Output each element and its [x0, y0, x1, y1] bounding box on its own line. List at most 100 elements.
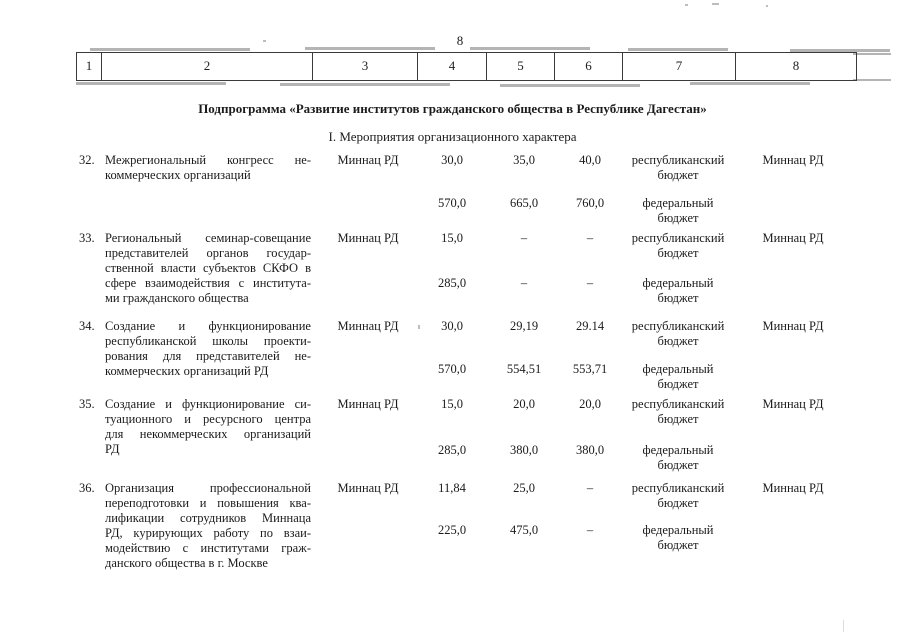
subprogram-title: Подпрограмма «Развитие институтов гражда… — [198, 101, 707, 116]
responsible-ministry: Миннац РД — [762, 231, 824, 245]
executor: Миннац РД — [337, 481, 399, 495]
column-number-cell: 5 — [486, 52, 555, 81]
executor: Миннац РД — [337, 319, 399, 333]
executor: Миннац РД — [337, 397, 399, 411]
column-number-cell: 7 — [622, 52, 736, 81]
measure-name-line: модействию с институтами граж- — [105, 541, 311, 555]
column-number-cell: 4 — [417, 52, 487, 81]
amount-col6: 380,0 — [575, 443, 605, 457]
measure-name-line: коммерческих организаций РД — [105, 364, 269, 378]
column-number-cell: 3 — [312, 52, 418, 81]
amount-col5: – — [520, 276, 528, 290]
amount-col4: 11,84 — [438, 481, 466, 495]
executor: Миннац РД — [337, 153, 399, 167]
measure-name-line: лификации сотрудников Миннаца — [105, 511, 311, 525]
amount-col5: 554,51 — [506, 362, 542, 376]
measure-name-line: Организация профессиональной — [105, 481, 311, 495]
funding-source: федеральный бюджет — [642, 443, 714, 472]
scan-artifact — [685, 4, 688, 6]
column-number-cell: 1 — [76, 52, 102, 81]
funding-source: федеральный бюджет — [642, 196, 714, 225]
amount-col6: – — [586, 276, 594, 290]
measure-name-line: Создание и функционирование — [105, 319, 311, 333]
amount-col6: 20,0 — [579, 397, 601, 411]
amount-col5: 29,19 — [509, 319, 539, 333]
measure-name-line: рования для представителей не- — [105, 349, 311, 363]
scan-artifact — [712, 3, 719, 5]
scan-artifact — [90, 48, 250, 51]
measure-name-line: Региональный семинар-совещание — [105, 231, 311, 245]
amount-col4: 30,0 — [441, 319, 463, 333]
row-number: 34. — [79, 319, 95, 333]
executor: Миннац РД — [337, 231, 399, 245]
scan-artifact — [76, 82, 226, 85]
measure-name-line: коммерческих организаций — [105, 168, 251, 182]
column-number-cell: 6 — [554, 52, 623, 81]
amount-col5: 475,0 — [509, 523, 539, 537]
amount-col5: – — [520, 231, 528, 245]
funding-source: республиканский бюджет — [631, 231, 725, 260]
amount-col4: 285,0 — [437, 276, 467, 290]
measure-name-line: Межрегиональный конгресс не- — [105, 153, 311, 167]
measure-name-line: для некоммерческих организаций — [105, 427, 311, 441]
section-heading: I. Мероприятия организационного характер… — [328, 129, 577, 144]
scan-artifact — [280, 83, 450, 86]
row-number: 35. — [79, 397, 95, 411]
responsible-ministry: Миннац РД — [762, 319, 824, 333]
funding-source: федеральный бюджет — [642, 276, 714, 305]
measure-name: Региональный семинар-совещание представи… — [105, 231, 311, 306]
amount-col5: 35,0 — [513, 153, 535, 167]
measure-name-line: ми гражданского общества — [105, 291, 249, 305]
funding-source: республиканский бюджет — [631, 319, 725, 348]
scan-artifact — [628, 48, 728, 51]
amount-col4: 570,0 — [437, 196, 467, 210]
amount-col4: 15,0 — [441, 397, 463, 411]
measure-name-line: данского общества в г. Москве — [105, 556, 268, 570]
measure-name: Организация профессиональной переподгото… — [105, 481, 311, 571]
scan-artifact — [690, 82, 810, 85]
measure-name-line: туационного и ресурсного центра — [105, 412, 311, 426]
scan-artifact — [470, 47, 590, 50]
column-number-cell: 8 — [735, 52, 857, 81]
measure-name-line: РД — [105, 442, 120, 456]
amount-col6: – — [586, 481, 594, 495]
amount-col5: 380,0 — [509, 443, 539, 457]
measure-name-line: ственной власти субъектов СКФО в — [105, 261, 311, 275]
funding-source: республиканский бюджет — [631, 481, 725, 510]
row-number: 33. — [79, 231, 95, 245]
responsible-ministry: Миннац РД — [762, 397, 824, 411]
scan-artifact — [853, 53, 891, 55]
amount-col4: 30,0 — [441, 153, 463, 167]
amount-col6: – — [586, 231, 594, 245]
amount-col5: 25,0 — [513, 481, 535, 495]
scan-artifact — [766, 5, 768, 7]
measure-name-line: РД, курирующих работу по взаи- — [105, 526, 311, 540]
funding-source: республиканский бюджет — [631, 153, 725, 182]
amount-col4: 15,0 — [441, 231, 463, 245]
page-number: 8 — [456, 33, 464, 48]
measure-name: Создание и функционирование си- туационн… — [105, 397, 311, 457]
measure-name-line: сфере взаимодействия с института- — [105, 276, 311, 290]
row-number: 36. — [79, 481, 95, 495]
measure-name: Создание и функционирование республиканс… — [105, 319, 311, 379]
amount-col5: 665,0 — [509, 196, 539, 210]
amount-col6: 553,71 — [572, 362, 608, 376]
funding-source: республиканский бюджет — [631, 397, 725, 426]
scan-artifact — [843, 620, 844, 632]
amount-col6: – — [586, 523, 594, 537]
amount-col5: 20,0 — [513, 397, 535, 411]
responsible-ministry: Миннац РД — [762, 481, 824, 495]
scan-artifact — [263, 40, 266, 42]
measure-name-line: переподготовки и повышения ква- — [105, 496, 311, 510]
column-number-cell: 2 — [101, 52, 313, 81]
amount-col6: 40,0 — [579, 153, 601, 167]
amount-col4: 225,0 — [437, 523, 467, 537]
amount-col6: 760,0 — [575, 196, 605, 210]
amount-col4: 285,0 — [437, 443, 467, 457]
row-number: 32. — [79, 153, 95, 167]
scan-artifact — [305, 47, 435, 50]
scan-artifact — [853, 79, 891, 81]
funding-source: федеральный бюджет — [642, 362, 714, 391]
scan-artifact — [418, 325, 420, 329]
